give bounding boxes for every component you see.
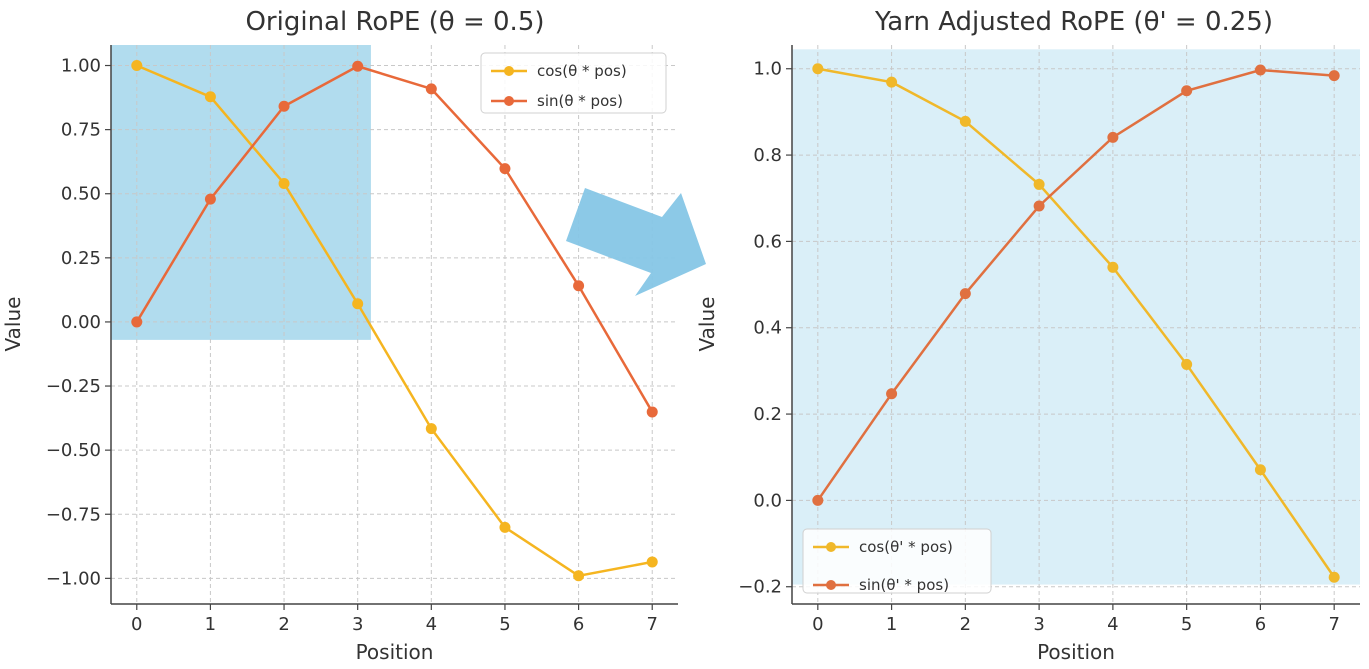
chart-panel-2: 0 1 2 3 4 5 6 7 1.0 0.8 0.6 0.4 0.2 0.0 −0.2 Yarn Adjus… — [695, 7, 1360, 664]
data-point — [886, 76, 898, 88]
x-tick-label: 6 — [1255, 614, 1266, 635]
x-tick-label: 2 — [960, 614, 971, 635]
legend-marker-2 — [504, 96, 514, 106]
data-point — [646, 556, 658, 568]
x-tick-label: 5 — [1181, 614, 1192, 635]
data-point — [204, 91, 216, 103]
data-point — [131, 316, 143, 328]
legend-label-1: cos(θ' * pos) — [859, 538, 953, 556]
chart-title: Original RoPE (θ = 0.5) — [245, 7, 544, 37]
x-tick-label: 3 — [352, 614, 363, 635]
data-point — [1107, 131, 1119, 143]
y-tick-label: 0.75 — [61, 120, 101, 141]
legend-label-2: sin(θ' * pos) — [859, 576, 949, 594]
x-tick-label: 1 — [886, 614, 897, 635]
data-point — [573, 570, 585, 582]
data-point — [1254, 64, 1266, 76]
data-point — [352, 60, 364, 72]
data-point — [1107, 261, 1119, 273]
series-line-1 — [136, 64, 653, 578]
data-point — [812, 494, 824, 506]
y-tick-label: 1.00 — [61, 56, 101, 77]
data-point — [959, 288, 971, 300]
highlight-region — [792, 49, 1360, 585]
data-point — [1181, 358, 1193, 370]
legend-marker-2 — [826, 580, 836, 590]
x-axis-label: Position — [356, 640, 434, 664]
y-tick-label: 0.6 — [753, 231, 782, 252]
y-tick-label: 0.8 — [753, 145, 782, 166]
data-point — [425, 423, 437, 435]
data-point — [646, 406, 658, 418]
x-tick-label: 6 — [573, 614, 584, 635]
data-point — [425, 83, 437, 95]
y-tick-label: −1.00 — [46, 568, 101, 589]
x-tick-label: 1 — [205, 614, 216, 635]
highlight-region — [111, 45, 371, 340]
y-tick-label: 0.00 — [61, 312, 101, 333]
data-point — [204, 193, 216, 205]
data-point — [499, 521, 511, 533]
data-point — [1033, 200, 1045, 212]
data-point — [886, 388, 898, 400]
x-tick-label: 5 — [499, 614, 510, 635]
x-tick-label: 0 — [812, 614, 823, 635]
x-tick-label: 4 — [426, 614, 437, 635]
x-tick-label: 4 — [1107, 614, 1118, 635]
data-point — [131, 60, 143, 72]
y-tick-label: 0.2 — [753, 404, 782, 425]
y-tick-label: 0.25 — [61, 248, 101, 269]
y-tick-label: −0.25 — [46, 376, 101, 397]
y-tick-label: 1.0 — [753, 59, 782, 80]
data-point — [1328, 571, 1340, 583]
y-tick-label: 0.50 — [61, 184, 101, 205]
data-point — [352, 298, 364, 310]
series-line-2 — [816, 68, 1335, 502]
legend-box — [802, 528, 992, 594]
x-tick-label: 7 — [1328, 614, 1339, 635]
data-point — [1254, 464, 1266, 476]
data-point — [499, 163, 511, 175]
data-point — [959, 115, 971, 127]
legend: cos(θ' * pos) sin(θ' * pos) — [802, 528, 992, 594]
y-tick-label: 0.4 — [753, 318, 782, 339]
data-point — [1033, 178, 1045, 190]
y-tick-label: 0.0 — [753, 490, 782, 511]
data-point — [278, 100, 290, 112]
series-line-2 — [135, 64, 654, 413]
legend: cos(θ * pos) sin(θ * pos) — [480, 52, 667, 114]
x-tick-label: 0 — [131, 614, 142, 635]
y-axis-label: Value — [695, 297, 719, 352]
data-point — [812, 63, 824, 75]
legend-label-2: sin(θ * pos) — [537, 92, 623, 110]
y-tick-label: −0.2 — [738, 577, 782, 598]
y-tick-label: −0.50 — [46, 440, 101, 461]
legend-box — [480, 52, 667, 114]
data-point — [1181, 85, 1193, 97]
series-line-1 — [817, 67, 1336, 578]
y-tick-label: −0.75 — [46, 504, 101, 525]
data-point — [1328, 70, 1340, 82]
legend-marker-1 — [504, 66, 514, 76]
chart-title: Yarn Adjusted RoPE (θ' = 0.25) — [874, 7, 1273, 37]
data-point — [573, 280, 585, 292]
y-axis-label: Value — [1, 297, 25, 352]
x-tick-label: 7 — [647, 614, 658, 635]
data-point — [278, 177, 290, 189]
x-tick-label: 3 — [1033, 614, 1044, 635]
chart-panel-1: 0 1 2 3 4 5 6 7 1.00 0.75 0.50 0.25 0.00 −0.25 −0.50 −0… — [1, 7, 678, 664]
transition-arrow-icon — [566, 188, 706, 296]
x-tick-label: 2 — [278, 614, 289, 635]
x-axis-label: Position — [1037, 640, 1115, 664]
legend-label-1: cos(θ * pos) — [537, 62, 627, 80]
legend-marker-1 — [826, 542, 836, 552]
